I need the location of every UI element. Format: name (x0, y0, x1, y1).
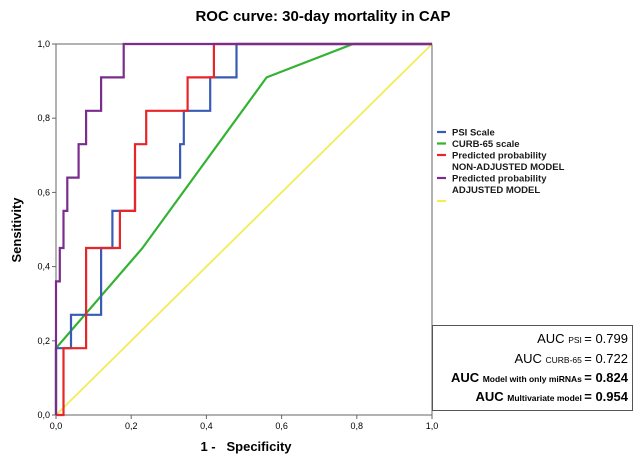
auc-line: AUC Multivariate model = 0.954 (475, 388, 628, 406)
auc-line: AUC PSI = 0.799 (537, 330, 628, 348)
x-tick-label: 0,2 (125, 421, 138, 431)
auc-subscript: PSI (568, 335, 585, 345)
x-tick-label: 0,8 (351, 421, 364, 431)
auc-label: AUC (475, 389, 508, 404)
y-tick-label: 0,8 (37, 113, 50, 123)
auc-value: = 0.824 (584, 370, 628, 385)
legend-label: CURB-65 scale (452, 139, 520, 150)
auc-summary-box: AUC PSI = 0.799 AUC CURB-65 = 0.722 AUC Mo… (432, 325, 633, 411)
series-layer (54, 42, 433, 417)
series-line-3 (54, 42, 432, 415)
y-tick-label: 0,2 (37, 336, 50, 346)
legend-label: PSI Scale (452, 128, 495, 139)
legend-label: NON-ADJUSTED MODEL (452, 162, 565, 173)
y-tick-label: 0,4 (37, 262, 50, 272)
y-axis-label: Sensitivity (9, 197, 24, 263)
legend-label: Predicted probability (452, 151, 547, 162)
auc-subscript: Model with only miRNAs (482, 374, 585, 384)
x-axis-label: 1 - Specificity (200, 439, 292, 454)
series-line-2 (56, 42, 432, 417)
x-tick-label: 0,0 (50, 421, 63, 431)
y-tick-label: 1,0 (37, 39, 50, 49)
auc-subscript: Multivariate model (507, 393, 585, 403)
x-tick-label: 1,0 (426, 421, 439, 431)
auc-value: = 0.722 (584, 351, 628, 366)
auc-line: AUC Model with only miRNAs = 0.824 (451, 369, 628, 387)
legend-label: ADJUSTED MODEL (452, 185, 540, 196)
y-tick-label: 0,0 (37, 410, 50, 420)
x-tick-label: 0,4 (200, 421, 213, 431)
auc-label: AUC (514, 351, 546, 366)
auc-value: = 0.799 (584, 331, 628, 346)
auc-label: AUC (450, 370, 483, 385)
auc-label: AUC (537, 331, 569, 346)
auc-value: = 0.954 (584, 389, 628, 404)
y-tick-label: 0,6 (37, 187, 50, 197)
series-line-4 (55, 43, 433, 416)
chart-title: ROC curve: 30-day mortality in CAP (195, 8, 450, 25)
x-tick-label: 0,6 (275, 421, 288, 431)
axis-ticks: 0,0 0,2 0,4 0,6 0,8 1,0 0,0 0,2 0,4 0,6 0,8 1,0 (37, 39, 438, 431)
auc-line: AUC CURB-65 = 0.722 (514, 350, 628, 368)
auc-subscript: CURB-65 (545, 355, 585, 365)
legend-label: Predicted probability (452, 174, 547, 185)
